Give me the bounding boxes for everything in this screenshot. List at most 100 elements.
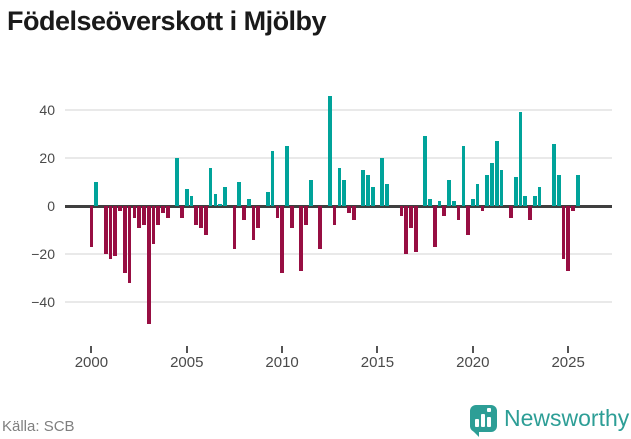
x-axis-tick: [185, 346, 188, 353]
x-axis-tick-label: 2020: [456, 354, 490, 371]
bar-positive-q28: [223, 186, 227, 206]
bar-positive-q76: [451, 201, 456, 206]
bar-negative-q101: [571, 206, 575, 211]
bar-negative-q42: [289, 206, 294, 228]
bar-negative-q54: [347, 206, 351, 214]
newsworthy-logo-link[interactable]: Newsworthy: [470, 405, 630, 437]
newsworthy-logo-icon: [470, 405, 497, 437]
bar-positive-q86: [499, 170, 504, 206]
bar-negative-q23: [199, 206, 203, 228]
bar-positive-q46: [308, 179, 313, 206]
y-axis-tick-label: 20: [39, 150, 55, 166]
gridline: [65, 253, 612, 255]
bar-negative-q99: [561, 206, 566, 259]
bar-negative-q4: [108, 206, 113, 259]
bar-positive-q58: [366, 174, 370, 206]
x-axis-tick-label: 2015: [360, 354, 395, 371]
bar-negative-q65: [399, 206, 404, 216]
bar-positive-q33: [246, 198, 251, 206]
bar-negative-q32: [242, 206, 246, 221]
chart-title: Födelseöverskott i Mjölby: [7, 6, 327, 36]
x-axis-tick-label: 2010: [265, 354, 299, 371]
bar-negative-q14: [156, 206, 161, 226]
gridline: [65, 301, 612, 303]
bar-positive-q53: [342, 179, 346, 206]
x-axis-tick: [90, 346, 93, 353]
bar-positive-q59: [370, 186, 375, 206]
bar-positive-q83: [485, 174, 490, 206]
x-axis-tick: [471, 346, 474, 353]
bar-negative-q67: [409, 206, 413, 228]
bar-negative-q88: [509, 206, 513, 218]
bar-positive-q41: [285, 146, 289, 206]
x-axis-tick: [567, 346, 570, 353]
bar-negative-q74: [442, 206, 447, 216]
bar-negative-q66: [404, 206, 408, 254]
bar-positive-q89: [513, 177, 518, 206]
x-axis-tick-label: 2005: [170, 354, 204, 371]
bar-negative-q12: [146, 206, 151, 324]
x-axis-tick: [376, 346, 379, 353]
bar-positive-q1: [94, 182, 99, 206]
bar-negative-q16: [165, 206, 170, 218]
bar-positive-q91: [523, 196, 528, 206]
bar-negative-q92: [528, 206, 532, 221]
bar-negative-q45: [304, 206, 308, 226]
bar-negative-q77: [456, 206, 461, 221]
bar-negative-q24: [204, 206, 208, 235]
bar-negative-q30: [232, 206, 237, 250]
bar-positive-q61: [380, 158, 385, 206]
bar-negative-q34: [251, 206, 256, 240]
bar-negative-q79: [466, 206, 470, 235]
bar-negative-q82: [480, 206, 485, 211]
bar-positive-q81: [475, 184, 480, 206]
bar-positive-q94: [537, 186, 542, 206]
y-axis-tick-label: −40: [31, 294, 55, 310]
bar-negative-q48: [318, 206, 323, 250]
bar-positive-q38: [270, 150, 275, 206]
bar-positive-q25: [208, 167, 213, 206]
bar-positive-q75: [447, 179, 451, 206]
x-axis-tick-label: 2000: [74, 354, 109, 371]
bar-positive-q27: [218, 203, 223, 206]
bar-negative-q3: [103, 206, 108, 254]
bar-negative-q19: [180, 206, 184, 218]
bar-positive-q70: [423, 136, 428, 206]
bar-positive-q93: [533, 196, 537, 206]
bar-positive-q85: [494, 141, 499, 206]
bar-negative-q13: [151, 206, 156, 245]
bar-negative-q68: [413, 206, 418, 252]
bar-positive-q37: [266, 191, 270, 206]
bar-positive-q26: [213, 194, 218, 206]
bar-positive-q102: [575, 174, 580, 206]
bar-negative-q22: [194, 206, 199, 226]
bar-positive-q57: [361, 170, 366, 206]
bar-negative-q39: [275, 206, 280, 218]
gridline: [65, 109, 612, 111]
bar-negative-q40: [280, 206, 284, 274]
y-axis-tick-label: 0: [47, 198, 55, 214]
bar-positive-q18: [175, 158, 180, 206]
bar-positive-q98: [556, 174, 561, 206]
bar-negative-q35: [256, 206, 261, 228]
source-attribution: Källa: SCB: [2, 418, 75, 435]
bar-negative-q51: [332, 206, 337, 226]
gridline: [65, 157, 612, 159]
bar-negative-q7: [122, 206, 127, 274]
bar-positive-q97: [552, 143, 556, 206]
bar-negative-q15: [161, 206, 165, 214]
bar-negative-q6: [118, 206, 122, 211]
bar-negative-q44: [299, 206, 304, 271]
zero-axis-line: [65, 204, 612, 208]
newsworthy-wordmark: Newsworthy: [504, 405, 630, 431]
bar-positive-q84: [490, 162, 494, 206]
bar-positive-q52: [337, 167, 342, 206]
bar-positive-q90: [518, 112, 523, 206]
bar-positive-q78: [461, 146, 466, 206]
bar-positive-q31: [237, 182, 242, 206]
bar-positive-q73: [437, 201, 442, 206]
y-axis-tick-label: −20: [31, 246, 55, 262]
bar-negative-q100: [566, 206, 571, 271]
bar-positive-q80: [471, 198, 475, 206]
